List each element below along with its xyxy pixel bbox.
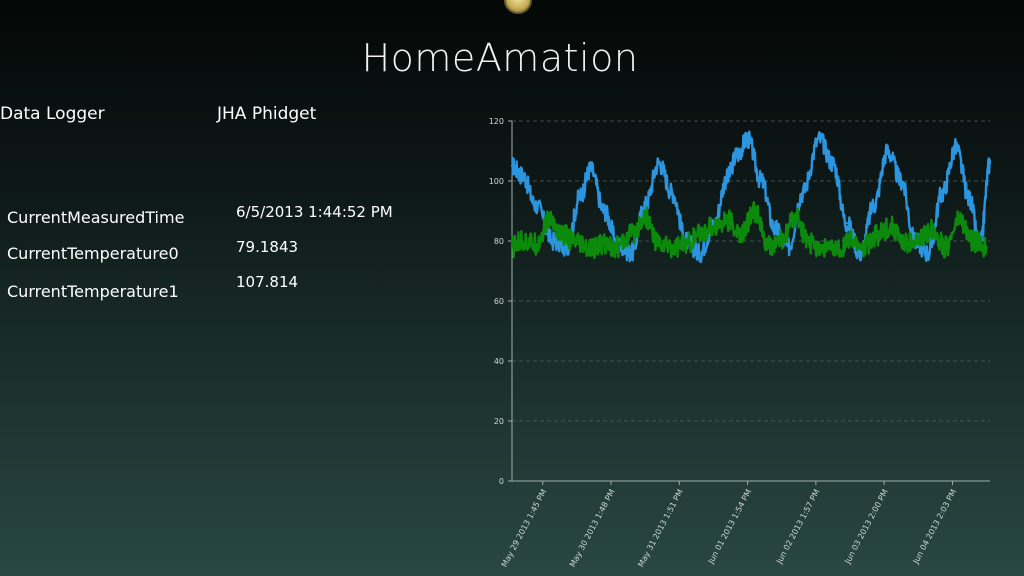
series-0-point-10 (643, 203, 647, 207)
series-0-point-28 (886, 149, 889, 153)
series-1-point-11 (657, 242, 661, 246)
series-1-point-1 (521, 239, 524, 243)
series-0-point-19 (760, 179, 763, 183)
x-tick-label-1: May 30 2013 1:48 PM (568, 488, 617, 569)
series-1-point-3 (548, 218, 551, 222)
series-1-point-13 (684, 242, 688, 246)
current-measured-time-label: CurrentMeasuredTime (7, 208, 185, 227)
series-1-point-27 (876, 233, 879, 237)
series-0-point-11 (657, 161, 661, 165)
series-1-point-33 (958, 218, 961, 222)
series-1-point-16 (725, 218, 729, 222)
series-0-point-33 (954, 146, 958, 150)
x-tick-label-4: Jun 02 2013 1:57 PM (774, 488, 821, 566)
series-0-point-36 (988, 161, 992, 165)
y-tick-label-4: 80 (494, 237, 504, 246)
series-1-point-34 (971, 239, 975, 243)
series-0-point-17 (736, 152, 739, 156)
series-1-point-31 (930, 227, 934, 231)
x-tick-label-2: May 31 2013 1:51 PM (636, 488, 685, 569)
series-0-point-9 (630, 251, 633, 255)
series-0-point-0 (510, 164, 514, 168)
series-1-point-20 (780, 239, 783, 243)
current-temperature0-label: CurrentTemperature0 (7, 244, 179, 263)
series-1-point-17 (739, 233, 742, 237)
chart-series (510, 130, 992, 264)
y-tick-label-0: 0 (499, 477, 504, 486)
status-orb-icon[interactable] (504, 0, 532, 14)
series-1-point-18 (753, 209, 756, 213)
series-0-point-31 (927, 251, 930, 255)
series-1-point-4 (562, 233, 565, 237)
series-1-point-14 (698, 233, 701, 237)
series-0-point-25 (845, 221, 848, 225)
chart-grid (512, 120, 990, 422)
series-1-point-30 (917, 239, 920, 243)
temperature-chart: 0 20 40 60 80 100 120 May 29 2013 1:45 PM May 30… (489, 117, 992, 569)
series-0-point-22 (801, 191, 804, 195)
series-1-point-29 (903, 242, 906, 246)
series-1-point-22 (807, 242, 811, 246)
chart-axes (508, 120, 990, 485)
series-0-point-14 (698, 251, 701, 255)
series-0-point-2 (534, 203, 538, 207)
current-temperature1-value: 107.814 (236, 273, 299, 291)
series-1-point-2 (534, 242, 538, 246)
y-tick-label-3: 60 (494, 297, 504, 306)
series-0-point-23 (818, 137, 821, 141)
y-tick-label-1: 20 (494, 417, 504, 426)
series-0-point-6 (589, 167, 592, 171)
series-1-point-15 (712, 224, 715, 228)
series-1-point-6 (589, 248, 592, 252)
series-0-point-4 (565, 245, 568, 249)
series-1-point-35 (985, 245, 988, 249)
series-0-point-21 (787, 245, 790, 249)
series-0-point-29 (900, 179, 903, 183)
x-tick-label-5: Jun 03 2013 2:00 PM (843, 488, 890, 566)
series-1-point-9 (630, 233, 633, 237)
series-0-point-3 (551, 239, 555, 243)
page-title: HomeAmation (361, 36, 639, 80)
series-1-point-7 (602, 242, 606, 246)
series-0-point-7 (602, 209, 606, 213)
series-0-point-18 (746, 137, 749, 141)
series-1-point-5 (575, 242, 579, 246)
x-tick-label-6: Jun 04 2013 2:03 PM (911, 488, 958, 566)
series-0-point-27 (872, 203, 876, 207)
series-1-point-32 (944, 245, 947, 249)
series-1-point-8 (616, 245, 620, 249)
series-1-point-21 (794, 215, 797, 219)
series-1-point-28 (889, 224, 893, 228)
series-1-point-26 (862, 245, 865, 249)
series-0-point-32 (941, 191, 944, 195)
series-0-point-24 (831, 161, 835, 165)
current-measured-time-value: 6/5/2013 1:44:52 PM (236, 203, 393, 221)
y-tick-label-5: 100 (489, 177, 504, 186)
series-0-point-1 (521, 173, 524, 177)
series-1-point-25 (848, 239, 852, 243)
series-0-point-34 (968, 197, 971, 201)
y-tick-label-2: 40 (494, 357, 504, 366)
device-name-label: JHA Phidget (217, 104, 317, 124)
series-1-point-10 (643, 215, 647, 219)
data-logger-label: Data Logger (0, 104, 105, 124)
series-0-point-26 (859, 251, 862, 255)
series-1-point-24 (835, 248, 838, 252)
series-line-1 (510, 201, 988, 260)
series-0-point-20 (773, 227, 777, 231)
x-tick-label-0: May 29 2013 1:45 PM (500, 488, 549, 569)
series-0-point-12 (671, 191, 674, 195)
x-tick-label-3: Jun 01 2013 1:54 PM (706, 488, 753, 566)
series-0-point-5 (579, 194, 582, 198)
current-temperature0-value: 79.1843 (236, 238, 299, 256)
y-tick-label-6: 120 (489, 117, 504, 126)
current-temperature1-label: CurrentTemperature1 (7, 282, 179, 301)
series-1-point-23 (821, 245, 824, 249)
series-1-point-0 (510, 245, 514, 249)
series-0-point-16 (725, 176, 729, 180)
series-1 (510, 201, 988, 260)
series-1-point-12 (671, 245, 674, 249)
series-1-point-19 (766, 245, 770, 249)
